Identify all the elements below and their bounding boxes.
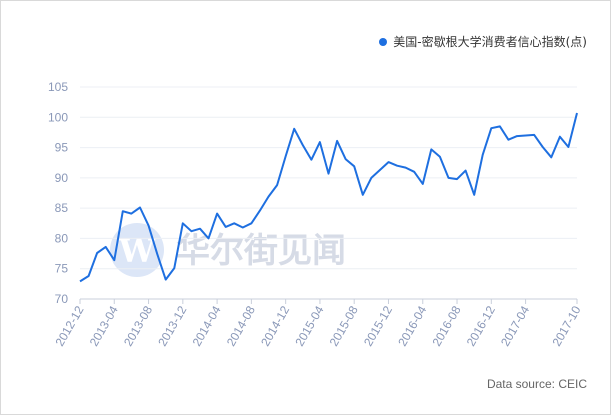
- data-point[interactable]: [562, 141, 574, 153]
- x-axis: 2012-12 2013-04 2013-08 2013-12 2014-04 2014-…: [52, 299, 584, 349]
- data-point[interactable]: [83, 270, 95, 282]
- data-point[interactable]: [143, 220, 155, 232]
- data-point[interactable]: [417, 178, 429, 190]
- x-tick-label: 2015-04: [292, 303, 326, 348]
- y-tick-label: 90: [55, 171, 69, 185]
- x-tick-label: 2012-12: [52, 303, 86, 348]
- data-point[interactable]: [194, 223, 206, 235]
- x-tick-label: 2015-12: [361, 303, 395, 348]
- watermark-logo: [110, 223, 164, 277]
- data-point[interactable]: [254, 205, 266, 217]
- x-tick-label: 2016-12: [464, 303, 498, 348]
- x-tick-label: 2016-04: [395, 303, 429, 348]
- data-point[interactable]: [554, 131, 566, 143]
- y-tick-label: 70: [55, 292, 69, 306]
- data-point[interactable]: [331, 135, 343, 147]
- legend-marker: [379, 37, 388, 46]
- data-point[interactable]: [545, 151, 557, 163]
- data-point[interactable]: [494, 120, 506, 132]
- y-tick-label: 85: [55, 201, 69, 215]
- series-line[interactable]: [79, 112, 578, 283]
- data-point[interactable]: [537, 141, 549, 153]
- data-point[interactable]: [460, 165, 472, 177]
- data-point[interactable]: [151, 248, 163, 260]
- data-point[interactable]: [288, 123, 300, 135]
- series-layer: [79, 107, 583, 286]
- legend[interactable]: 美国-密歇根大学消费者信心指数(点): [379, 33, 587, 50]
- x-tick-label: 2017-04: [498, 303, 532, 348]
- y-tick-label: 100: [48, 110, 68, 124]
- x-tick-label: 2017-10: [549, 303, 583, 348]
- data-point[interactable]: [134, 202, 146, 214]
- data-point[interactable]: [211, 208, 223, 220]
- x-tick-label: 2013-08: [121, 303, 155, 348]
- x-tick-label: 2015-08: [327, 303, 361, 348]
- data-point[interactable]: [168, 262, 180, 274]
- data-point[interactable]: [323, 168, 335, 180]
- x-tick-label: 2013-12: [155, 303, 189, 348]
- data-point[interactable]: [280, 150, 292, 162]
- data-point[interactable]: [100, 241, 112, 253]
- x-tick-label: 2014-12: [258, 303, 292, 348]
- data-point[interactable]: [408, 166, 420, 178]
- y-tick-label: 105: [48, 80, 68, 94]
- x-tick-label: 2014-08: [224, 303, 258, 348]
- data-point[interactable]: [357, 189, 369, 201]
- data-point[interactable]: [434, 151, 446, 163]
- y-tick-label: 95: [55, 141, 69, 155]
- legend-label: 美国-密歇根大学消费者信心指数(点): [393, 35, 587, 49]
- y-axis: 70 75 80 85 90 95 100 105: [48, 80, 68, 306]
- y-tick-label: 80: [55, 231, 69, 245]
- data-point[interactable]: [271, 179, 283, 191]
- data-point[interactable]: [108, 254, 120, 266]
- data-point[interactable]: [451, 173, 463, 185]
- watermark: W 华尔街见闻: [110, 223, 346, 277]
- data-point[interactable]: [571, 107, 583, 119]
- data-point[interactable]: [297, 139, 309, 151]
- data-point[interactable]: [203, 232, 215, 244]
- watermark-letter: W: [118, 232, 156, 270]
- data-point[interactable]: [245, 217, 257, 229]
- data-point[interactable]: [528, 129, 540, 141]
- data-point[interactable]: [477, 149, 489, 161]
- data-point[interactable]: [160, 274, 172, 286]
- data-point[interactable]: [305, 154, 317, 166]
- watermark-text: 华尔街见闻: [176, 231, 346, 271]
- data-point[interactable]: [348, 160, 360, 172]
- data-point[interactable]: [468, 189, 480, 201]
- x-tick-label: 2016-08: [429, 303, 463, 348]
- data-point[interactable]: [263, 191, 275, 203]
- x-tick-label: 2014-04: [190, 303, 224, 348]
- y-tick-label: 75: [55, 262, 69, 276]
- x-tick-label: 2013-04: [87, 303, 121, 348]
- data-source: Data source: CEIC: [486, 377, 587, 391]
- data-point[interactable]: [314, 136, 326, 148]
